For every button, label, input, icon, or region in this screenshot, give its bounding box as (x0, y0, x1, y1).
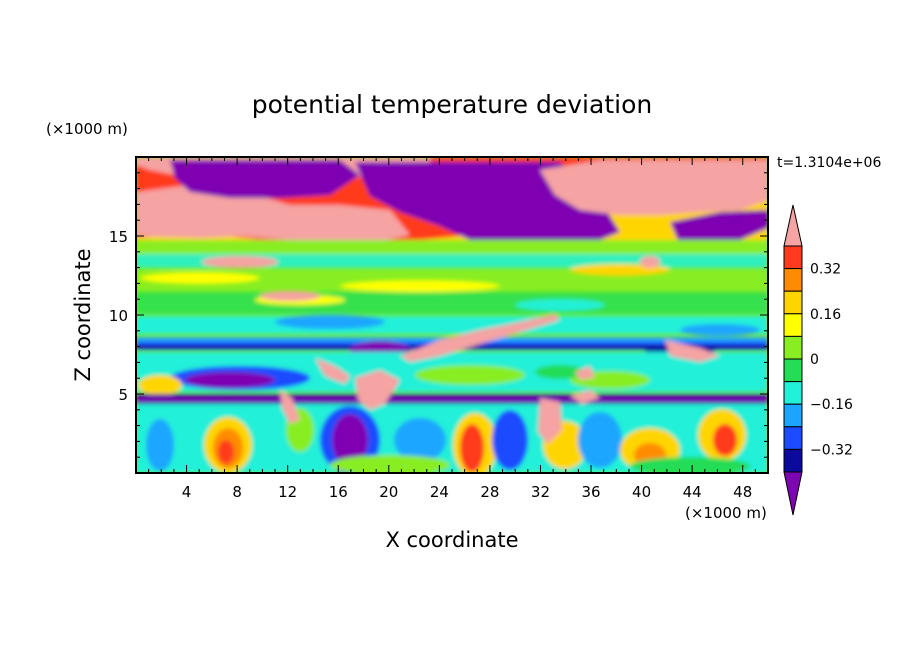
y-axis: 5 10 15 (109, 172, 768, 458)
x-axis: 4 8 12 16 20 24 28 32 36 40 44 48 (148, 157, 756, 501)
time-label: t=1.3104e+06 (777, 155, 881, 171)
x-tick-label: 24 (430, 483, 449, 501)
colorbar-box (783, 290, 803, 315)
x-tick-label: 12 (278, 483, 297, 501)
x-tick-label: 36 (581, 483, 600, 501)
x-tick-label: 20 (379, 483, 398, 501)
colorbar-box (783, 381, 803, 405)
colorbar-label: −0.16 (810, 397, 853, 413)
y-tick-label: 10 (109, 307, 128, 325)
x-tick-label: 4 (182, 483, 192, 501)
colorbar-box (783, 268, 803, 292)
x-axis-label: X coordinate (385, 528, 518, 552)
colorbar-box (783, 448, 803, 473)
colorbar-box (783, 245, 803, 270)
colorbar-label: 0.16 (810, 307, 841, 323)
x-tick-label: 16 (329, 483, 348, 501)
x-tick-label: 48 (733, 483, 752, 501)
y-axis-label: Z coordinate (71, 248, 95, 381)
y-tick-label: 5 (118, 386, 128, 404)
y-unit-label: (×1000 m) (46, 120, 128, 138)
colorbar-top-triangle (783, 204, 803, 247)
colorbar-label: −0.32 (810, 442, 853, 458)
chart-title: potential temperature deviation (252, 90, 652, 119)
x-tick-label: 44 (683, 483, 702, 501)
colorbar-box (783, 335, 803, 360)
colorbar-box (783, 403, 803, 428)
colorbar-box (783, 313, 803, 337)
colorbar: 0.32 0.16 0 −0.16 −0.32 (783, 204, 853, 516)
colorbar-box (783, 358, 803, 383)
x-tick-label: 8 (232, 483, 242, 501)
colorbar-label: 0.32 (810, 262, 841, 278)
colorbar-label: 0 (810, 352, 819, 368)
x-unit-label: (×1000 m) (685, 504, 767, 522)
x-tick-label: 32 (531, 483, 550, 501)
y-tick-label: 15 (109, 228, 128, 246)
x-tick-label: 28 (480, 483, 499, 501)
x-tick-label: 40 (632, 483, 651, 501)
colorbar-box (783, 426, 803, 450)
contour-field (136, 157, 768, 473)
colorbar-bottom-triangle (783, 471, 803, 516)
